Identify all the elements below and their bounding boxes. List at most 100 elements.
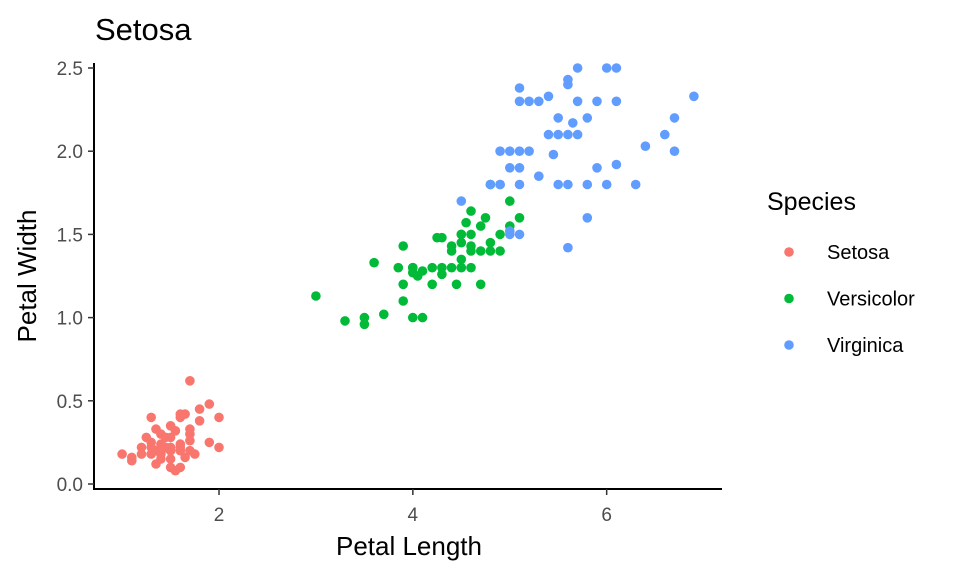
point-virginica-31 [572, 129, 583, 140]
legend: Species Setosa Versicolor Virginica [767, 188, 915, 357]
y-tick-label: 1.5 [57, 225, 83, 246]
x-tick-label: 6 [601, 505, 612, 526]
point-versicolor-8 [398, 279, 409, 290]
point-virginica-1 [485, 179, 496, 190]
point-versicolor-19 [437, 269, 447, 280]
y-tick-label: 2.0 [57, 142, 83, 163]
point-virginica-32 [582, 179, 593, 190]
point-setosa-47 [214, 442, 224, 453]
point-versicolor-36 [475, 279, 486, 290]
point-virginica-45 [669, 113, 680, 123]
point-setosa-0 [117, 449, 127, 459]
point-setosa-37 [194, 416, 205, 426]
point-virginica-29 [572, 63, 583, 73]
point-versicolor-40 [485, 237, 496, 248]
point-versicolor-17 [427, 279, 438, 290]
point-virginica-3 [495, 146, 505, 156]
point-setosa-44 [180, 409, 190, 419]
point-virginica-8 [505, 226, 515, 236]
point-virginica-44 [660, 129, 670, 140]
point-virginica-43 [640, 141, 651, 151]
point-versicolor-32 [466, 262, 476, 273]
point-virginica-41 [611, 159, 622, 170]
point-setosa-21 [165, 432, 176, 443]
point-virginica-37 [601, 63, 612, 73]
point-virginica-35 [592, 96, 602, 107]
point-virginica-10 [514, 146, 525, 156]
point-virginica-14 [514, 229, 525, 240]
point-versicolor-37 [475, 221, 486, 231]
point-virginica-21 [553, 179, 563, 190]
point-virginica-49 [548, 149, 559, 160]
point-versicolor-35 [475, 246, 486, 256]
point-virginica-16 [524, 146, 534, 156]
point-virginica-20 [543, 91, 554, 102]
legend-label-versicolor: Versicolor [827, 289, 915, 311]
point-versicolor-22 [446, 262, 457, 273]
point-versicolor-43 [505, 196, 515, 206]
y-tick-label: 0.0 [57, 475, 83, 496]
point-versicolor-7 [398, 241, 409, 251]
x-tick-label: 4 [408, 505, 419, 526]
point-setosa-15 [156, 449, 166, 459]
point-setosa-32 [185, 376, 195, 386]
point-setosa-2 [136, 449, 147, 459]
point-versicolor-15 [417, 266, 428, 276]
point-versicolor-16 [427, 262, 438, 273]
point-setosa-45 [151, 459, 161, 469]
point-virginica-4 [495, 179, 505, 190]
point-virginica-22 [553, 129, 563, 140]
point-versicolor-24 [451, 279, 462, 290]
point-versicolor-14 [417, 312, 428, 323]
y-axis-title: Petal Width [12, 210, 42, 343]
point-virginica-30 [572, 96, 583, 107]
point-virginica-46 [669, 146, 680, 156]
point-setosa-3 [136, 442, 147, 453]
point-versicolor-5 [379, 309, 389, 320]
point-virginica-34 [582, 113, 593, 123]
point-virginica-19 [543, 129, 554, 140]
point-virginica-7 [505, 163, 515, 173]
point-versicolor-33 [466, 246, 476, 256]
point-setosa-30 [180, 452, 190, 463]
point-versicolor-6 [398, 296, 409, 306]
point-setosa-35 [190, 449, 200, 459]
point-versicolor-30 [466, 229, 476, 240]
point-virginica-6 [505, 146, 515, 156]
legend-label-setosa: Setosa [827, 242, 890, 264]
point-versicolor-34 [466, 206, 476, 216]
point-versicolor-9 [408, 312, 418, 323]
point-virginica-17 [534, 96, 544, 107]
point-versicolor-12 [408, 262, 418, 273]
point-versicolor-47 [432, 232, 442, 243]
point-virginica-36 [592, 163, 602, 173]
point-setosa-34 [185, 435, 195, 446]
legend-items: Setosa Versicolor Virginica [784, 242, 915, 357]
point-setosa-39 [204, 399, 215, 409]
x-axis-ticks: 2 4 6 [214, 489, 612, 526]
point-versicolor-23 [446, 246, 457, 256]
point-setosa-29 [175, 439, 186, 449]
point-virginica-48 [568, 118, 578, 128]
point-virginica-0 [456, 196, 467, 206]
point-virginica-38 [601, 179, 612, 190]
point-setosa-40 [175, 462, 186, 473]
point-versicolor-42 [495, 246, 505, 256]
y-tick-label: 2.5 [57, 59, 83, 80]
point-virginica-13 [514, 179, 525, 190]
point-virginica-33 [582, 213, 593, 223]
legend-title: Species [767, 188, 856, 216]
point-virginica-27 [563, 179, 573, 190]
point-virginica-18 [534, 171, 544, 181]
points-layer [117, 63, 699, 476]
point-setosa-43 [170, 426, 181, 436]
point-versicolor-26 [456, 237, 467, 248]
point-virginica-25 [563, 74, 573, 85]
point-versicolor-29 [456, 254, 467, 265]
point-virginica-9 [514, 83, 525, 93]
point-virginica-23 [553, 113, 563, 123]
point-setosa-38 [204, 437, 215, 448]
point-versicolor-28 [456, 262, 467, 273]
point-versicolor-41 [495, 229, 505, 240]
